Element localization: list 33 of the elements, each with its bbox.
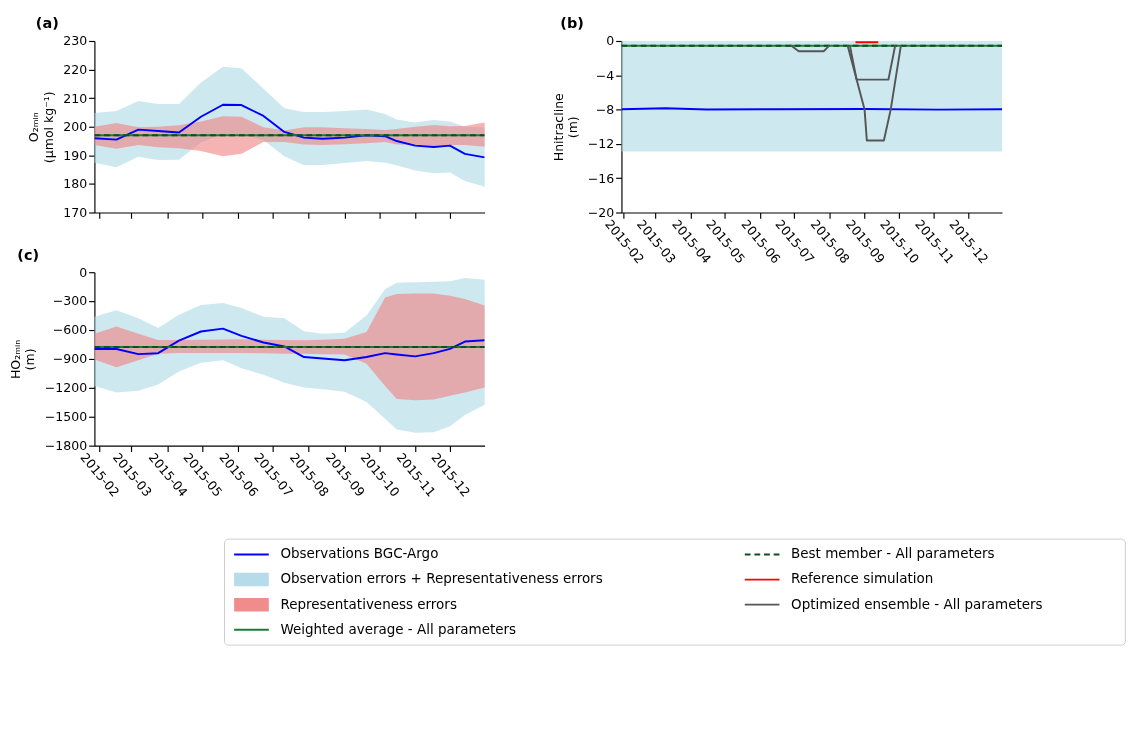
- legend-label: Representativeness errors: [280, 595, 457, 612]
- y-tick-label: 210: [63, 90, 88, 106]
- y-tick-label: −12: [587, 136, 615, 152]
- y-axis-title: Hnitracline (m): [550, 92, 581, 162]
- legend-label: Weighted average - All parameters: [280, 620, 517, 637]
- y-tick-label: 0: [79, 264, 88, 280]
- chart-title: (c): [17, 246, 40, 263]
- y-tick-label: −900: [52, 351, 88, 367]
- legend-label: Best member - All parameters: [791, 545, 995, 562]
- y-tick-label: −1500: [44, 409, 88, 425]
- y-tick-label: −16: [587, 170, 615, 186]
- y-axis-title: HO₂ₘᵢₙ (m): [7, 339, 38, 380]
- y-tick-label: 170: [63, 204, 88, 220]
- y-axis-title: O₂ₘᵢₙ (µmol kg⁻¹): [26, 91, 56, 164]
- y-tick-label: 230: [63, 33, 88, 49]
- y-tick-label: −1200: [44, 380, 88, 396]
- y-tick-label: 220: [63, 61, 88, 77]
- legend-label: Reference simulation: [791, 570, 934, 587]
- y-tick-label: −600: [52, 322, 88, 338]
- y-tick-label: 180: [63, 176, 88, 192]
- legend-label: Observation errors + Representativeness errors: [280, 570, 603, 587]
- y-tick-label: −1800: [44, 438, 88, 454]
- y-tick-label: 0: [606, 33, 615, 49]
- legend-label: Optimized ensemble - All parameters: [791, 595, 1043, 612]
- chart-title: (a): [35, 15, 59, 32]
- y-tick-label: 200: [63, 119, 88, 135]
- y-tick-label: −20: [587, 204, 615, 220]
- chart-title: (b): [560, 15, 584, 32]
- legend-label: Observations BGC-Argo: [280, 545, 439, 562]
- y-tick-label: −300: [52, 293, 88, 309]
- y-tick-label: −8: [595, 101, 615, 117]
- y-tick-label: −4: [595, 67, 615, 83]
- y-tick-label: 190: [63, 147, 88, 163]
